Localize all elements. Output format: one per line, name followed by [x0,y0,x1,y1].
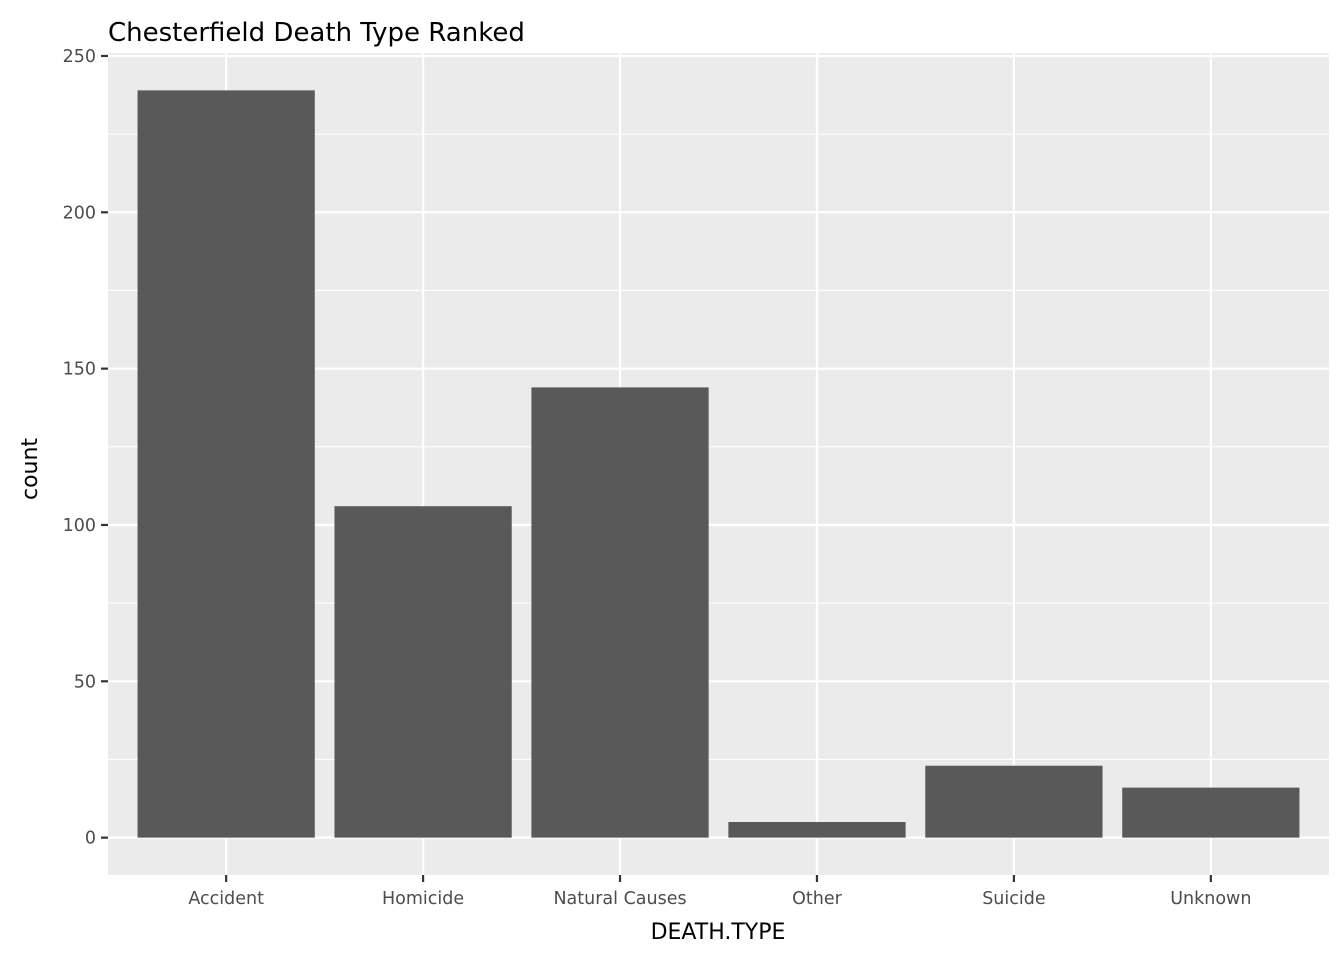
y-tick-label: 150 [63,360,96,380]
y-tick-label: 100 [63,516,96,536]
y-axis-title: count [18,438,43,500]
x-axis: Accident Homicide Natural Causes Other Suici… [188,875,1251,909]
y-tick-label: 0 [85,829,96,849]
y-tick-label: 50 [74,672,96,692]
bar-suicide [925,765,1103,838]
bar-other [728,822,906,838]
x-tick-label: Homicide [382,889,464,909]
bar-unknown [1122,787,1300,838]
bar-natural-causes [531,387,709,838]
bar-homicide [334,506,512,838]
x-axis-title: DEATH.TYPE [651,920,786,945]
x-tick-label: Suicide [982,889,1045,909]
y-tick-label: 200 [63,203,96,223]
x-tick-label: Unknown [1170,889,1251,909]
x-tick-label: Natural Causes [553,889,686,909]
x-tick-label: Other [792,889,842,909]
bar-accident [137,90,315,838]
y-axis: 0 50 100 150 200 250 [63,47,108,849]
chart-title: Chesterfield Death Type Ranked [108,18,525,48]
x-tick-label: Accident [188,889,264,909]
y-tick-label: 250 [63,47,96,67]
bars [137,90,1300,838]
